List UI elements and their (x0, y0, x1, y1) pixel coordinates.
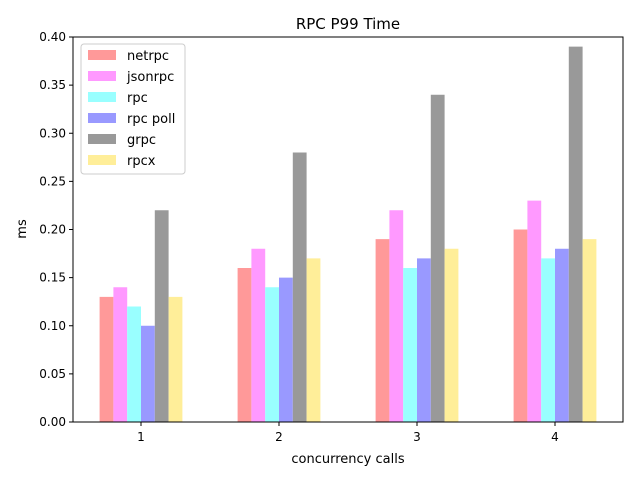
bar-rpcx-2 (306, 258, 321, 423)
bar-grpc-2 (292, 152, 307, 422)
y-tick-label: 0.40 (39, 30, 66, 44)
bar-jsonrpc-2 (251, 248, 266, 422)
legend-swatch-grpc (88, 134, 116, 144)
bar-netrpc-4 (513, 229, 528, 422)
bar-rpc-poll-4 (555, 248, 569, 422)
bar-jsonrpc-4 (527, 200, 542, 422)
y-tick-label: 0.30 (39, 126, 66, 140)
bar-jsonrpc-1 (113, 287, 128, 422)
legend-swatch-rpcx (88, 155, 116, 165)
bar-rpc-2 (265, 287, 279, 422)
bar-netrpc-3 (375, 239, 390, 423)
legend-swatch-rpc-poll (88, 113, 116, 123)
bar-grpc-1 (154, 210, 169, 422)
bar-rpc-poll-1 (141, 325, 155, 422)
bar-netrpc-1 (99, 296, 114, 423)
y-axis-label: ms (15, 219, 30, 239)
legend-label-rpc: rpc (127, 91, 148, 106)
bar-netrpc-2 (237, 268, 252, 422)
bar-rpc-3 (403, 268, 417, 422)
y-tick-label: 0.15 (39, 271, 66, 285)
bar-grpc-4 (568, 46, 583, 423)
x-tick-label: 2 (275, 430, 283, 444)
legend-label-grpc: grpc (127, 133, 156, 148)
y-tick-label: 0.20 (39, 223, 66, 237)
x-tick-label: 3 (413, 430, 421, 444)
bar-rpcx-1 (168, 296, 183, 423)
x-axis-label: concurrency calls (291, 452, 404, 467)
bar-rpc-1 (127, 306, 141, 422)
x-axis: 1 2 3 4 (137, 422, 559, 444)
chart-title: RPC P99 Time (296, 15, 400, 33)
bar-jsonrpc-3 (389, 210, 404, 422)
legend-swatch-netrpc (88, 50, 116, 60)
bars-group (99, 46, 597, 423)
legend-label-netrpc: netrpc (127, 49, 169, 64)
legend-label-jsonrpc: jsonrpc (126, 70, 174, 85)
legend-label-rpc-poll: rpc poll (127, 112, 175, 127)
y-tick-label: 0.05 (39, 367, 66, 381)
bar-rpcx-4 (582, 239, 597, 423)
x-tick-label: 1 (137, 430, 145, 444)
legend-swatch-jsonrpc (88, 71, 116, 81)
bar-rpc-poll-3 (417, 258, 431, 423)
legend: netrpc jsonrpc rpc rpc poll grpc rpcx (80, 43, 186, 175)
bar-grpc-3 (430, 94, 445, 422)
y-tick-label: 0.25 (39, 174, 66, 188)
bar-rpc-poll-2 (279, 277, 293, 423)
y-tick-label: 0.35 (39, 78, 66, 92)
legend-label-rpcx: rpcx (127, 154, 156, 169)
y-tick-label: 0.10 (39, 319, 66, 333)
bar-rpc-4 (541, 258, 555, 423)
y-tick-label: 0.00 (39, 415, 66, 429)
x-tick-label: 4 (551, 430, 559, 444)
legend-swatch-rpc (88, 92, 116, 102)
y-axis: 0.00 0.05 0.10 0.15 0.20 0.25 0.30 0.35 0.40 (39, 30, 73, 429)
bar-rpcx-3 (444, 248, 459, 422)
